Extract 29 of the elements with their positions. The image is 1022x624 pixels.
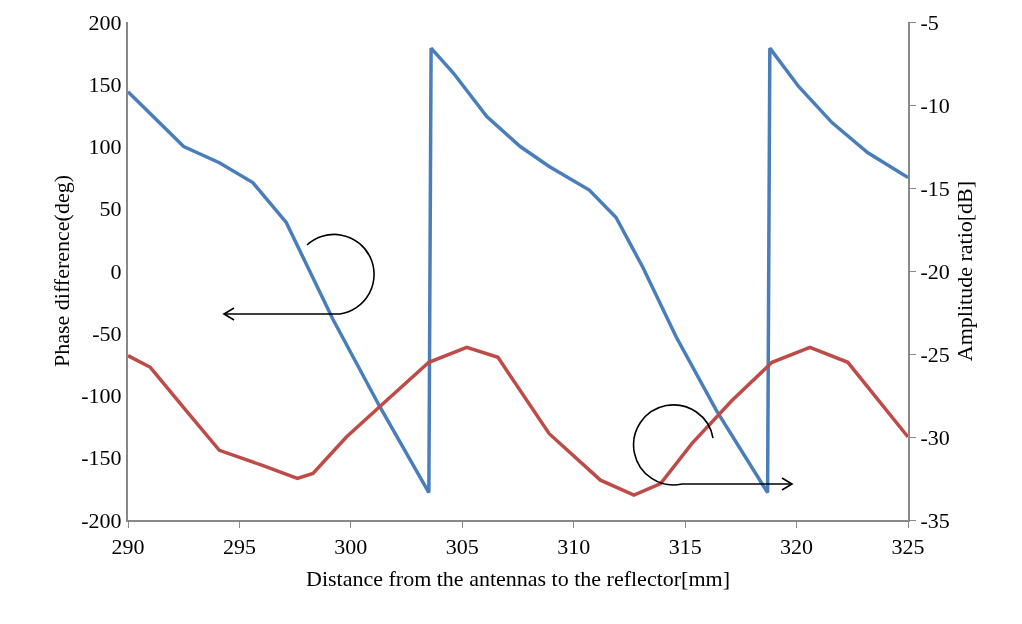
y-tick-label: -200 — [81, 507, 122, 533]
x-tick-label: 305 — [445, 534, 479, 560]
x-tick-label: 325 — [891, 534, 925, 560]
y-tick-label: -100 — [81, 383, 122, 409]
y2-tick-label: -30 — [920, 424, 950, 450]
x-tick-label: 300 — [334, 534, 368, 560]
x-tick-label: 295 — [222, 534, 256, 560]
y2-axis-title: Amplitude ratio[dB] — [952, 180, 978, 362]
y-tick-label: 150 — [88, 71, 122, 97]
y-tick-label: -150 — [81, 445, 122, 471]
y-tick-label: 50 — [99, 196, 122, 222]
y2-tick-label: -25 — [920, 341, 950, 367]
y2-tick-label: -35 — [920, 507, 950, 533]
y2-tick-label: -5 — [920, 9, 939, 35]
x-tick-label: 310 — [557, 534, 591, 560]
y-tick-label: -50 — [92, 320, 122, 346]
y2-tick-label: -15 — [920, 175, 950, 201]
y-tick-label: 0 — [110, 258, 122, 284]
y-tick-label: 100 — [88, 134, 122, 160]
line-series — [128, 46, 908, 495]
x-tick-label: 290 — [111, 534, 145, 560]
line-series — [128, 345, 908, 497]
y-tick-label: 200 — [88, 9, 122, 35]
x-tick-label: 315 — [668, 534, 702, 560]
y2-tick-label: -20 — [920, 258, 950, 284]
y-axis-title: Phase difference(deg) — [48, 175, 74, 367]
y2-tick-label: -10 — [920, 92, 950, 118]
x-tick-label: 320 — [780, 534, 814, 560]
x-axis-title: Distance from the antennas to the reflector[mm] — [306, 565, 730, 591]
